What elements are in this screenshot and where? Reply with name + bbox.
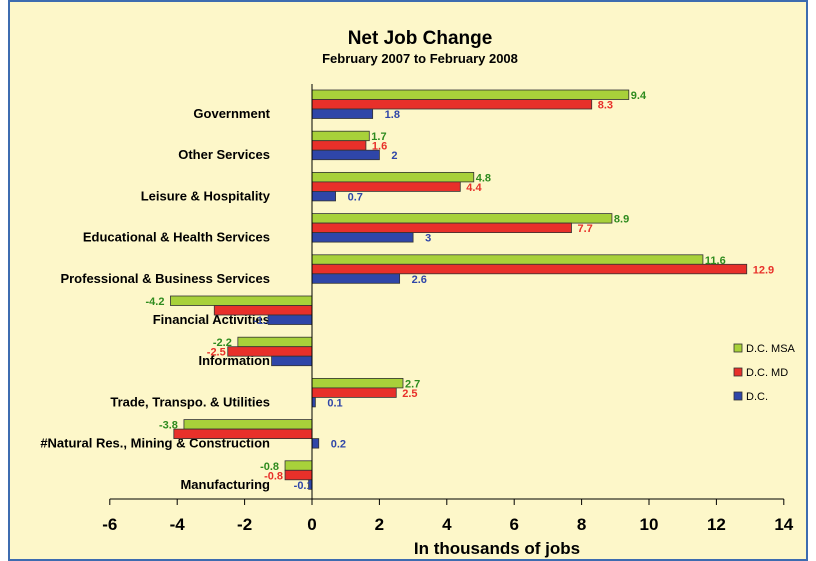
data-label: -0.8	[260, 461, 279, 473]
data-label: 0.1	[327, 397, 342, 409]
legend: D.C. MSA D.C. MD D.C.	[733, 343, 796, 403]
x-tick-label: 0	[307, 515, 316, 534]
data-label: -2.5	[207, 347, 226, 359]
bar-d-c-msa	[237, 336, 313, 348]
data-label: 8.3	[598, 100, 613, 112]
bar-d-c-md	[213, 305, 313, 316]
bar-d-c	[311, 396, 316, 408]
bar-d-c-md	[311, 99, 593, 110]
data-label: 0.2	[331, 439, 346, 451]
bar-d-c	[311, 149, 380, 161]
category-label: Trade, Transpo. & Utilities	[110, 394, 270, 409]
bar-d-c-md	[227, 346, 313, 357]
data-labels: 9.4 8.3 1.8 1.71.6 2 4.84.4 0.7 8.9 7.7 3 11.6 12.9…	[145, 90, 774, 492]
x-tick-label: 2	[375, 515, 384, 534]
data-label: -0.1	[294, 480, 313, 492]
legend-swatch	[733, 343, 743, 353]
bar-d-c-msa	[311, 89, 630, 100]
bar-d-c-msa	[170, 295, 313, 306]
data-label: 0.7	[348, 191, 363, 203]
category-label: Financial Activities	[153, 312, 270, 327]
chart-subtitle: February 2007 to February 2008	[322, 51, 518, 66]
data-label: 2.7	[405, 378, 420, 390]
data-label: 4.4	[466, 182, 482, 194]
bar-d-c	[311, 438, 320, 449]
data-label: -2.2	[213, 337, 232, 349]
bar-d-c-md	[311, 387, 397, 398]
data-label: -4.2	[145, 296, 164, 308]
x-tick-label: 12	[707, 515, 726, 534]
data-label: 2	[391, 150, 397, 162]
bar-d-c-msa	[284, 460, 313, 471]
bar-d-c-msa	[311, 213, 613, 224]
data-label: 1.6	[372, 141, 387, 153]
bar-d-c-md	[173, 428, 313, 440]
data-label: 9.4	[631, 90, 647, 102]
data-label: 1.7	[371, 131, 386, 143]
data-label: -1.3	[253, 315, 272, 327]
bar-d-c-msa	[311, 171, 475, 183]
data-label: 2.6	[412, 274, 427, 286]
bar-d-c	[311, 108, 374, 119]
bar-d-c-md	[284, 469, 313, 481]
legend-label: D.C. MD	[746, 367, 788, 379]
bar-d-c	[267, 314, 313, 325]
category-label: Leisure & Hospitality	[141, 188, 271, 203]
bar-d-c-msa	[311, 254, 704, 265]
bar-d-c-msa	[311, 130, 370, 142]
bars	[170, 89, 748, 490]
x-axis-label: In thousands of jobs	[414, 539, 580, 558]
data-label: 1.8	[385, 109, 400, 121]
bar-d-c	[271, 355, 313, 367]
category-label: Information	[199, 353, 271, 368]
bar-d-c-md	[311, 181, 461, 192]
x-tick-label: -2	[237, 515, 252, 534]
data-label: 11.6	[705, 255, 726, 267]
category-labels: Government Other Services Leisure & Hospit…	[40, 106, 270, 492]
legend-label: D.C.	[746, 391, 768, 403]
bar-d-c-msa	[311, 377, 404, 389]
data-label: 2.5	[402, 388, 417, 400]
data-label: 4.8	[476, 172, 491, 184]
bar-d-c	[311, 273, 401, 284]
bar-d-c	[311, 232, 414, 243]
data-label: -3.8	[159, 420, 178, 432]
legend-swatch	[733, 391, 743, 401]
x-tick-label: 6	[509, 515, 518, 534]
category-label: Government	[193, 106, 270, 121]
x-tick-label: 4	[442, 515, 452, 534]
x-axis: -6 -4 -2 0 2 4 6 8 10 12 14	[102, 84, 794, 534]
x-tick-label: 14	[774, 515, 793, 534]
bar-d-c-md	[311, 263, 748, 275]
category-label: #Natural Res., Mining & Construction	[40, 436, 270, 451]
category-label: Manufacturing	[180, 477, 270, 492]
data-label: 7.7	[577, 223, 592, 235]
category-label: Professional & Business Services	[60, 271, 270, 286]
legend-label: D.C. MSA	[746, 343, 796, 355]
x-tick-label: -6	[102, 515, 117, 534]
data-label: 3	[425, 233, 431, 245]
chart-title: Net Job Change	[348, 28, 493, 49]
x-tick-label: -4	[170, 515, 186, 534]
x-tick-label: 8	[577, 515, 586, 534]
data-label: 12.9	[753, 264, 774, 276]
bar-d-c-md	[311, 222, 572, 234]
category-label: Other Services	[178, 147, 270, 162]
data-label: -0.8	[264, 470, 283, 482]
legend-swatch	[733, 367, 743, 377]
category-label: Educational & Health Services	[83, 230, 270, 245]
bar-d-c	[311, 190, 336, 202]
bar-d-c-msa	[183, 419, 313, 430]
bar-d-c-md	[311, 140, 367, 151]
x-tick-label: 10	[640, 515, 659, 534]
data-label: 8.9	[614, 214, 629, 226]
